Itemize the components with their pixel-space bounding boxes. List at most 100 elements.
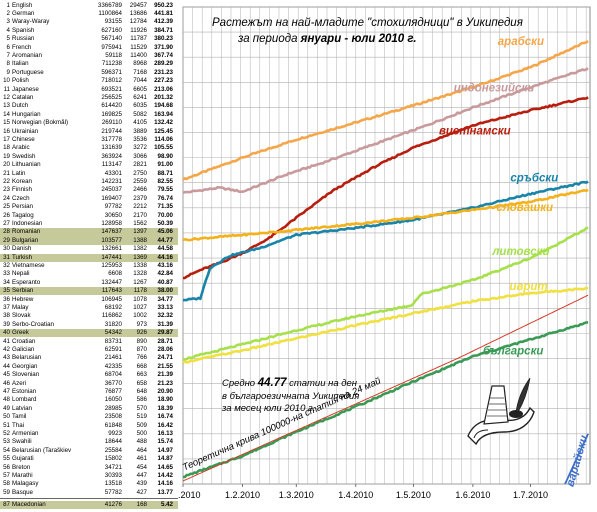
rank-cell: 45 xyxy=(3,371,10,379)
rank-cell: 87 xyxy=(3,500,10,508)
daily-average-cell: 289.29 xyxy=(154,60,173,68)
total-cell: 68704 xyxy=(104,371,122,379)
table-row: 49 Latvian 28985 570 18.39 xyxy=(0,405,178,413)
table-row: 54 Belarusian (Taraškiev 25584 464 14.97 xyxy=(0,447,178,455)
x-tick-label: 1.6.2010 xyxy=(455,490,490,500)
chart-title: Растежът на най-младите "стохилядници" в… xyxy=(212,17,523,45)
daily-average-cell: 50.39 xyxy=(157,219,173,227)
language-cell: Basque xyxy=(12,488,33,496)
language-cell: Thai xyxy=(12,421,25,429)
language-cell: Malay xyxy=(12,303,29,311)
series-line xyxy=(183,226,589,361)
table-row: 10 Polish 718012 7044 227.23 xyxy=(0,77,178,85)
total-cell: 41276 xyxy=(104,500,122,508)
daily-average-cell: 380.23 xyxy=(154,35,173,43)
increase-cell: 1002 xyxy=(133,312,147,320)
table-row: 17 Chinese 317778 3536 114.06 xyxy=(0,136,178,144)
table-row: 30 Danish 132661 1382 44.58 xyxy=(0,245,178,253)
annotation-line1: Средно 44.77 статии на ден xyxy=(222,377,358,389)
total-cell: 93155 xyxy=(104,18,122,26)
total-cell: 57782 xyxy=(104,488,122,496)
language-cell: Gujarati xyxy=(12,455,34,463)
increase-cell: 570 xyxy=(136,404,147,412)
increase-cell: 2750 xyxy=(133,169,147,177)
table-row: 59 Basque 57782 427 13.77 xyxy=(0,489,178,497)
rank-cell: 23 xyxy=(3,186,10,194)
increase-cell: 1078 xyxy=(133,295,147,303)
table-row: 48 Lombard 16050 586 18.90 xyxy=(0,396,178,404)
series-label: сръбски xyxy=(510,173,558,185)
total-cell: 34721 xyxy=(104,463,122,471)
increase-cell: 1027 xyxy=(133,303,147,311)
daily-average-cell: 38.00 xyxy=(157,287,173,295)
language-cell: Waray-Waray xyxy=(12,18,50,26)
x-tick-label: 1.5.2010 xyxy=(396,490,431,500)
increase-cell: 6605 xyxy=(133,85,147,93)
table-row: 42 Galician 62591 870 28.06 xyxy=(0,346,178,354)
daily-average-cell: 201.32 xyxy=(154,93,173,101)
rank-cell: 12 xyxy=(3,93,10,101)
rank-cell: 37 xyxy=(3,303,10,311)
annotation-value: 44.77 xyxy=(257,377,287,389)
series-line xyxy=(182,188,589,242)
increase-cell: 648 xyxy=(136,387,147,395)
total-cell: 363924 xyxy=(101,152,122,160)
series-line xyxy=(182,286,589,364)
table-row: 47 Estonian 76877 648 20.90 xyxy=(0,388,178,396)
total-cell: 16050 xyxy=(104,396,122,404)
total-cell: 147441 xyxy=(101,253,122,261)
language-cell: Lithuanian xyxy=(12,161,41,169)
rank-cell: 25 xyxy=(3,203,10,211)
language-cell: Turkish xyxy=(12,253,33,261)
total-cell: 54342 xyxy=(104,329,122,337)
total-cell: 21461 xyxy=(104,354,122,362)
daily-average-cell: 43.16 xyxy=(157,261,173,269)
table-row: 37 Malay 68192 1027 33.13 xyxy=(0,304,178,312)
rank-cell: 22 xyxy=(3,177,10,185)
language-cell: Swedish xyxy=(12,152,36,160)
daily-average-cell: 194.68 xyxy=(154,102,173,110)
daily-average-cell: 114.06 xyxy=(154,135,173,143)
rank-cell: 42 xyxy=(3,345,10,353)
language-cell: Greek xyxy=(12,329,29,337)
table-row: 27 Indonesian 128958 1562 50.39 xyxy=(0,220,178,228)
rank-cell: 28 xyxy=(3,228,10,236)
increase-cell: 7044 xyxy=(133,77,147,85)
rank-cell: 27 xyxy=(3,219,10,227)
language-cell: Belarusian xyxy=(12,354,42,362)
total-cell: 975941 xyxy=(101,43,122,51)
language-cell: Marathi xyxy=(12,471,33,479)
increase-cell: 1397 xyxy=(133,228,147,236)
language-cell: Catalan xyxy=(12,93,34,101)
ranking-table: 1 English 3366789 29457 950.23 2 German 1100864… xyxy=(0,0,178,512)
chart-title-line2: за периода януари - юли 2010 г. xyxy=(237,33,417,45)
daily-average-cell: 82.55 xyxy=(157,177,173,185)
table-row: 87 Macedonian 41276 168 5.42 xyxy=(0,500,178,509)
language-cell: Ukrainian xyxy=(12,127,39,135)
daily-average-cell: 44.77 xyxy=(157,236,173,244)
language-cell: Lombard xyxy=(12,396,37,404)
daily-average-cell: 163.94 xyxy=(154,110,173,118)
language-cell: Croatian xyxy=(12,337,36,345)
daily-average-cell: 105.55 xyxy=(154,144,173,152)
x-tick-label: 1.4.2010 xyxy=(338,490,373,500)
series-line xyxy=(182,67,589,195)
rank-cell: 35 xyxy=(3,287,10,295)
increase-cell: 519 xyxy=(136,413,147,421)
increase-cell: 6241 xyxy=(133,93,147,101)
rank-cell: 16 xyxy=(3,127,10,135)
daily-average-cell: 21.39 xyxy=(157,371,173,379)
increase-cell: 1369 xyxy=(133,253,147,261)
total-cell: 43301 xyxy=(104,169,122,177)
rank-cell: 15 xyxy=(3,119,10,127)
total-cell: 3366789 xyxy=(97,1,122,9)
axes: 8750090000925009500097500100000102500105… xyxy=(178,484,548,500)
total-cell: 30650 xyxy=(104,211,122,219)
x-tick-label: 1.7.2010 xyxy=(513,490,548,500)
daily-average-cell: 20.90 xyxy=(157,387,173,395)
daily-average-cell: 16.74 xyxy=(157,413,173,421)
table-row: 31 Turkish 147441 1369 44.16 xyxy=(0,253,178,262)
total-cell: 131639 xyxy=(101,144,122,152)
total-cell: 36770 xyxy=(104,379,122,387)
language-cell: Esperanto xyxy=(12,278,41,286)
